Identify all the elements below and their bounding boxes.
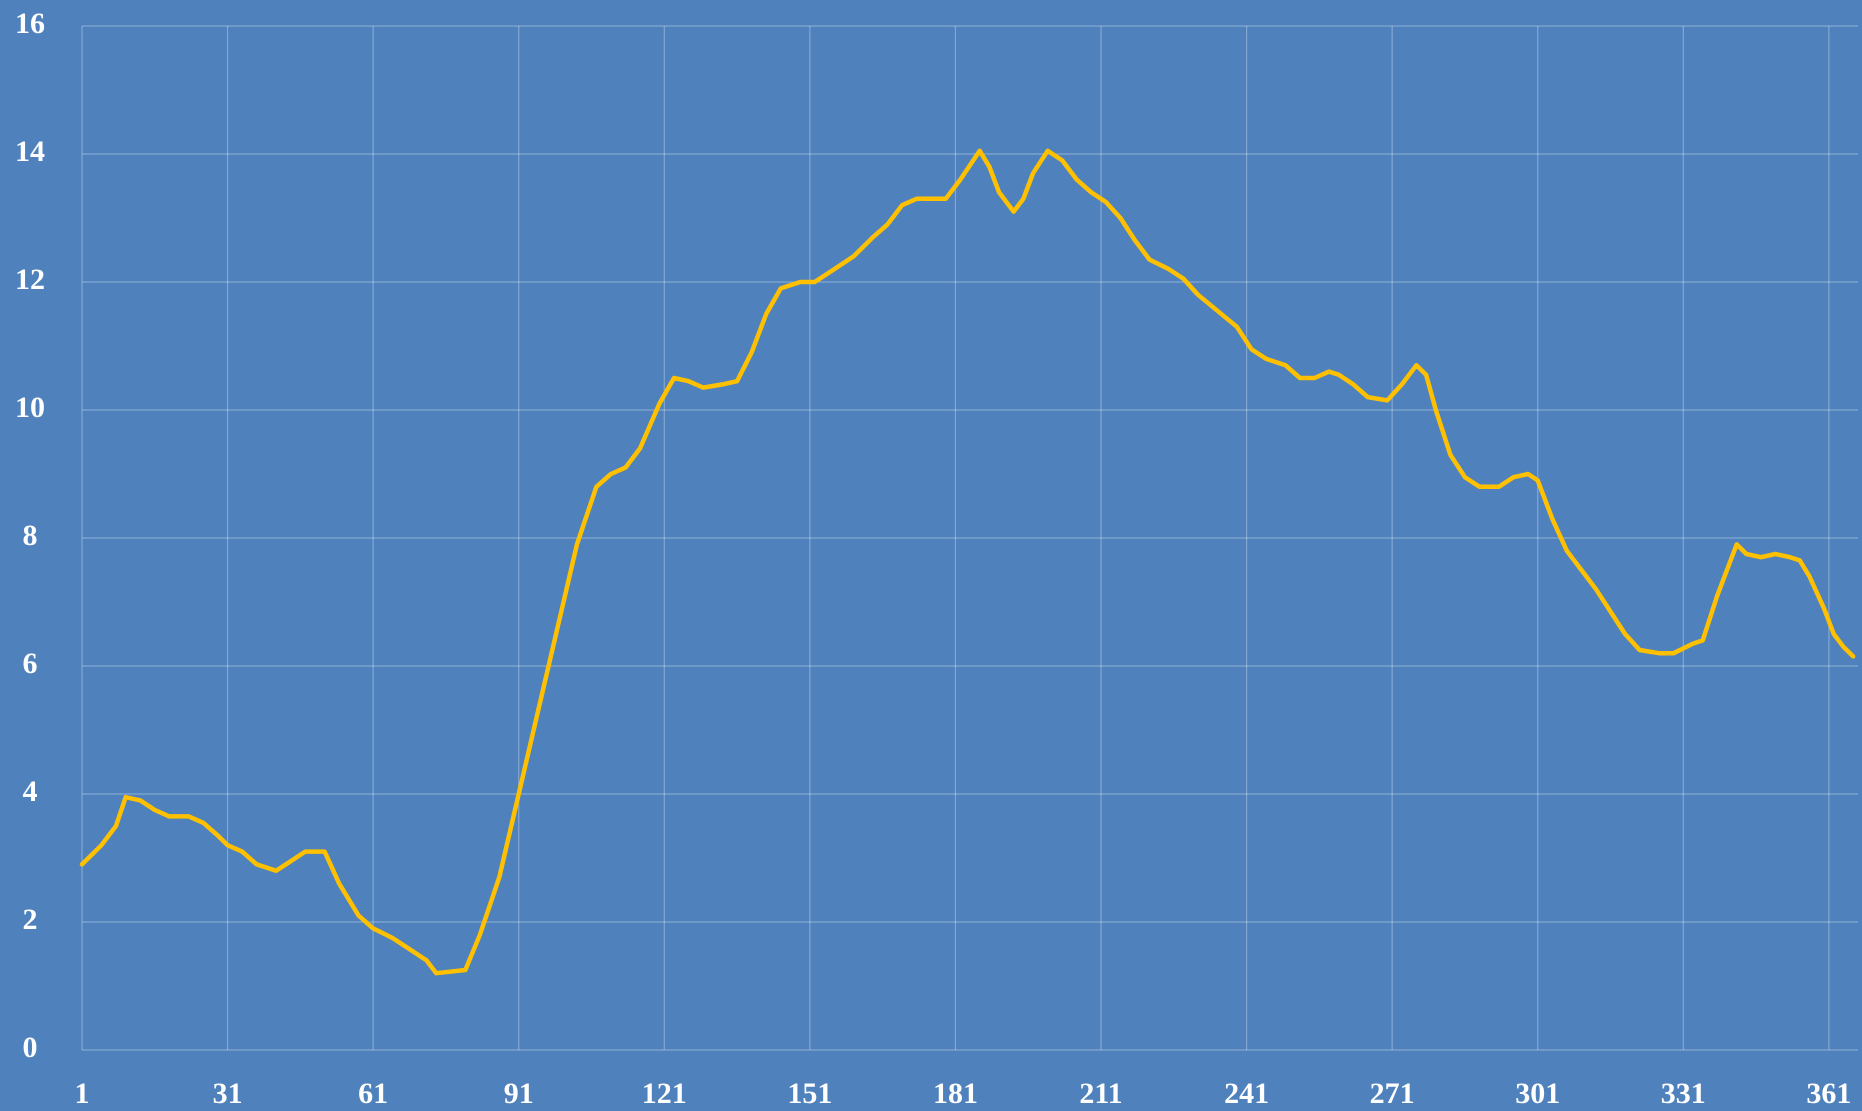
y-tick-label: 4 (23, 775, 38, 808)
x-tick-label: 151 (787, 1077, 832, 1110)
x-tick-label: 331 (1661, 1077, 1706, 1110)
x-tick-label: 31 (213, 1077, 243, 1110)
y-tick-label: 2 (23, 903, 38, 936)
y-tick-label: 0 (23, 1031, 38, 1064)
data-line (79, 148, 1856, 976)
y-tick-label: 12 (15, 263, 45, 296)
x-tick-label: 271 (1370, 1077, 1415, 1110)
x-tick-label: 91 (504, 1077, 534, 1110)
x-tick-label: 361 (1806, 1077, 1851, 1110)
y-tick-label: 8 (23, 519, 38, 552)
y-tick-label: 14 (15, 135, 45, 168)
y-tick-label: 16 (15, 7, 45, 40)
x-tick-label: 181 (933, 1077, 978, 1110)
x-tick-label: 211 (1079, 1077, 1122, 1110)
x-tick-label: 301 (1515, 1077, 1560, 1110)
y-tick-label: 6 (23, 647, 38, 680)
x-tick-label: 121 (642, 1077, 687, 1110)
x-tick-label: 1 (75, 1077, 90, 1110)
x-tick-label: 61 (358, 1077, 388, 1110)
x-tick-label: 241 (1224, 1077, 1269, 1110)
y-tick-label: 10 (15, 391, 45, 424)
